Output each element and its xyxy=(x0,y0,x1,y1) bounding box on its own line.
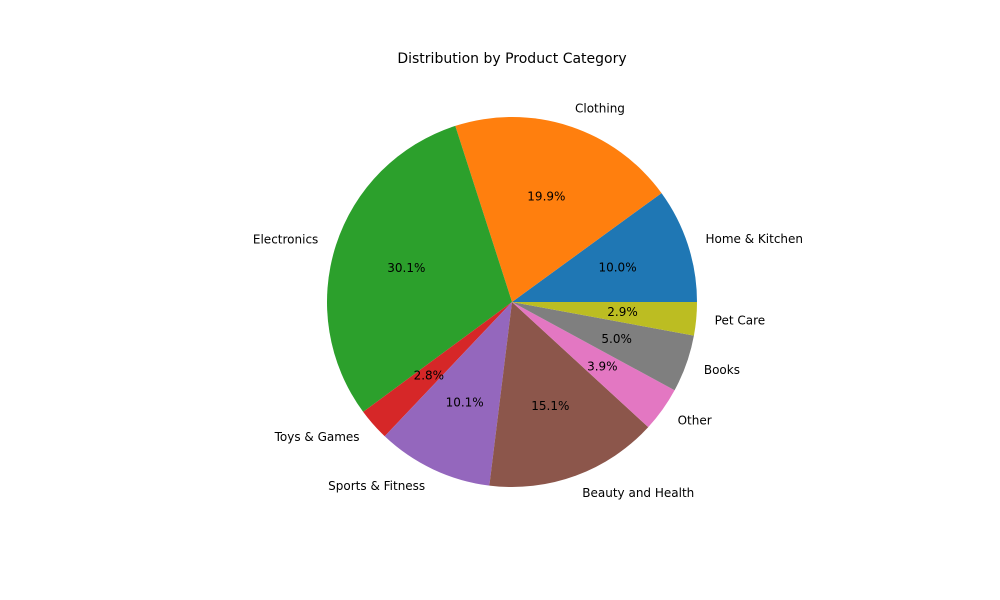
pct-toys-games: 2.8% xyxy=(414,369,445,383)
pct-beauty-and-health: 15.1% xyxy=(531,399,569,413)
label-electronics: Electronics xyxy=(253,233,318,247)
chart-title: Distribution by Product Category xyxy=(397,51,626,67)
pct-books: 5.0% xyxy=(601,332,632,346)
label-beauty-and-health: Beauty and Health xyxy=(582,486,694,500)
slice-other xyxy=(512,302,675,428)
label-clothing: Clothing xyxy=(575,101,625,115)
pct-clothing: 19.9% xyxy=(527,189,565,203)
label-other: Other xyxy=(678,413,712,427)
slice-pet-care xyxy=(512,302,697,336)
pct-pet-care: 2.9% xyxy=(607,305,638,319)
pie-labels: Home & Kitchen 10.0% Clothing 19.9% Electron… xyxy=(253,101,803,499)
label-pet-care: Pet Care xyxy=(715,314,766,328)
pie-slices xyxy=(327,116,697,487)
slice-toys-games xyxy=(363,302,512,437)
pct-home-kitchen: 10.0% xyxy=(598,261,636,275)
slice-clothing xyxy=(455,116,662,302)
label-sports-fitness: Sports & Fitness xyxy=(328,479,425,493)
pct-electronics: 30.1% xyxy=(387,261,425,275)
label-home-kitchen: Home & Kitchen xyxy=(706,232,804,246)
label-books: Books xyxy=(704,363,740,377)
label-toys-games: Toys & Games xyxy=(274,430,360,444)
slice-books xyxy=(512,302,694,391)
pct-sports-fitness: 10.1% xyxy=(446,395,484,409)
slice-home-kitchen xyxy=(512,193,697,302)
slice-sports-fitness xyxy=(384,302,512,486)
slice-beauty-and-health xyxy=(489,302,649,487)
slice-electronics xyxy=(327,125,512,412)
pct-other: 3.9% xyxy=(587,360,618,374)
